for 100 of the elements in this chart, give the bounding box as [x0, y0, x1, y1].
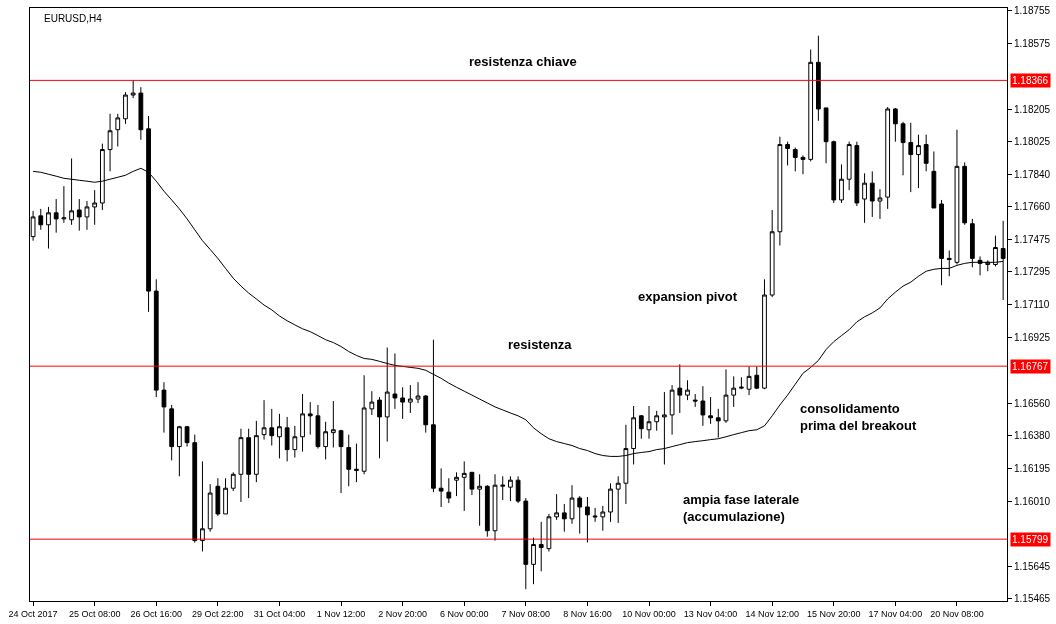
candlestick: [808, 48, 814, 162]
candlestick: [646, 405, 652, 440]
candlestick: [762, 278, 767, 390]
candlestick: [754, 365, 760, 390]
y-tick-label: 1.16380: [1014, 429, 1051, 441]
candlestick: [739, 376, 744, 390]
x-tick-label: 10 Nov 00:00: [622, 608, 676, 619]
candlestick: [585, 496, 590, 544]
candlestick: [223, 477, 228, 515]
candlestick: [477, 473, 483, 527]
candlestick: [708, 396, 713, 425]
candlestick: [692, 393, 698, 408]
candlestick: [454, 471, 459, 497]
annotation: ampia fase laterale (accumulazione): [683, 492, 800, 524]
candlestick: [369, 390, 375, 416]
y-tick-label: 1.15465: [1014, 593, 1051, 605]
x-tick-label: 20 Nov 08:00: [930, 608, 984, 619]
candlestick: [400, 386, 406, 420]
candlestick: [461, 460, 467, 512]
candlestick: [184, 425, 190, 448]
candlestick: [931, 151, 937, 209]
candlestick: [554, 493, 559, 521]
candlestick: [469, 471, 475, 496]
candlestick: [261, 399, 267, 441]
candlestick: [269, 408, 275, 447]
candlestick: [215, 477, 221, 517]
y-tick-label: 1.17840: [1014, 168, 1051, 180]
candlestick: [192, 434, 198, 544]
candlestick: [531, 537, 536, 585]
candlestick: [869, 170, 875, 218]
candlestick: [885, 106, 891, 210]
candlestick: [238, 428, 244, 503]
candlestick: [600, 505, 606, 532]
candlestick: [638, 414, 644, 440]
candlestick: [800, 154, 806, 175]
candlestick: [700, 385, 706, 427]
candlestick: [161, 381, 167, 434]
candlestick: [484, 484, 490, 538]
ref-line-label: 1.16767: [1012, 361, 1049, 372]
x-tick-label: 6 Nov 00:00: [439, 608, 489, 619]
y-tick-label: 1.17660: [1014, 201, 1051, 213]
y-tick-label: 1.16195: [1014, 462, 1051, 474]
candlestick: [746, 365, 752, 396]
candlestick: [107, 113, 113, 172]
candlestick: [315, 404, 321, 450]
candlestick: [53, 198, 59, 234]
y-tick-label: 1.17475: [1014, 234, 1051, 246]
candlestick: [615, 475, 621, 524]
candlestick: [130, 79, 136, 99]
candlestick: [569, 484, 575, 525]
text: EURUSD,H4: [44, 13, 103, 24]
candlestick: [777, 136, 783, 247]
candlestick: [84, 200, 90, 231]
annotation: consolidamento prima del breakout: [800, 401, 917, 433]
x-tick-label: 8 Nov 16:00: [563, 608, 612, 619]
candlestick: [500, 475, 506, 501]
candlestick: [61, 185, 67, 224]
candlestick: [916, 134, 921, 189]
y-tick-label: 1.16925: [1014, 332, 1051, 344]
annotation: resistenza chiave: [469, 54, 577, 69]
candlestick: [407, 384, 413, 414]
x-tick-label: 2 Nov 20:00: [378, 608, 427, 619]
candlestick: [839, 163, 844, 204]
candlestick: [723, 368, 729, 424]
x-tick-label: 1 Nov 12:00: [316, 608, 366, 619]
candlestick: [284, 416, 290, 462]
candlestick: [908, 122, 914, 193]
candlestick: [330, 400, 336, 448]
candlestick: [846, 141, 852, 191]
x-tick-label: 17 Nov 04:00: [868, 608, 923, 619]
candlestick: [246, 428, 252, 499]
candlestick: [392, 352, 398, 410]
x-tick-label: 25 Oct 08:00: [68, 608, 121, 619]
candlestick: [923, 134, 929, 172]
candlestick: [200, 460, 205, 552]
x-tick-label: 15 Nov 20:00: [807, 608, 861, 619]
candlestick: [438, 467, 444, 508]
candlestick: [892, 107, 898, 143]
candlestick: [38, 208, 44, 231]
candlestick: [253, 420, 259, 483]
ref-line-label: 1.18366: [1012, 75, 1049, 86]
y-tick-label: 1.15645: [1014, 561, 1051, 573]
candlestick: [323, 421, 329, 460]
candlestick: [207, 483, 213, 533]
candlestick: [277, 413, 282, 459]
candlestick: [715, 408, 721, 439]
candlestick: [354, 443, 359, 483]
candlestick: [377, 396, 382, 459]
candlestick: [731, 375, 737, 408]
y-tick-label: 1.17295: [1014, 266, 1051, 278]
candlestick: [384, 347, 390, 443]
candlestick: [877, 188, 883, 220]
candlestick: [307, 401, 313, 436]
candlestick: [423, 394, 429, 434]
candlestick: [815, 35, 821, 122]
candlestick: [138, 86, 144, 141]
candlestick: [508, 475, 513, 502]
candlestick: [823, 107, 829, 164]
candlestick: [769, 209, 775, 298]
candlestick: [962, 161, 968, 226]
